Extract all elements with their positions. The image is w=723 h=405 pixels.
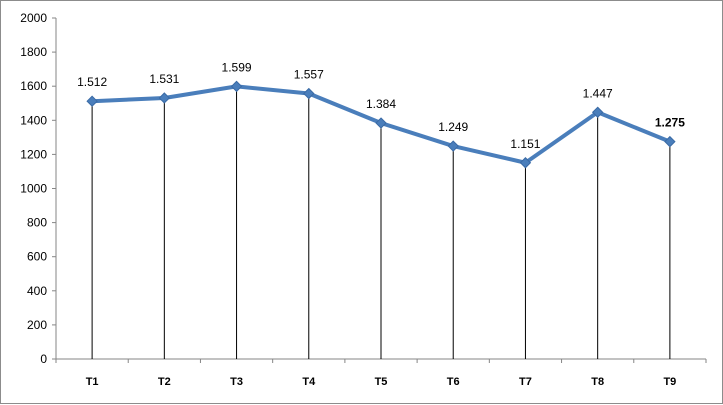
x-tick-label: T7: [519, 376, 532, 388]
axis-layer: 0 200 400 600 800 1000 1200 1400 1600 1800 2000 T1 T…: [20, 11, 707, 388]
y-tick-label: 600: [27, 250, 47, 264]
data-point-marker: [230, 80, 243, 93]
x-tick-label: T9: [663, 376, 676, 388]
y-tick-label: 1600: [20, 79, 47, 93]
data-labels: 1.512 1.531 1.599 1.557 1.384 1.249 1.151 1.447…: [77, 60, 685, 150]
y-tick-label: 1400: [20, 113, 47, 127]
x-tick-label: T6: [447, 376, 460, 388]
data-label: 1.275: [655, 116, 685, 130]
x-tick-label: T8: [591, 376, 604, 388]
data-label: 1.384: [366, 97, 396, 111]
y-tick-label: 1200: [20, 147, 47, 161]
data-point-marker: [303, 87, 315, 100]
data-label: 1.151: [510, 137, 540, 151]
data-point-marker: [375, 117, 387, 129]
data-point-marker: [591, 106, 604, 118]
series-layer: [86, 80, 676, 169]
y-tick-label: 0: [40, 352, 47, 366]
y-tick-label: 1800: [20, 45, 47, 59]
y-tick-label: 400: [27, 284, 47, 298]
x-tick-label: T3: [230, 376, 243, 388]
data-point-marker: [664, 135, 676, 148]
data-label: 1.531: [149, 72, 179, 86]
data-point-marker: [158, 92, 171, 104]
x-tick-label: T4: [302, 376, 316, 388]
data-point-marker: [447, 140, 459, 152]
data-point-marker: [519, 157, 532, 169]
data-label: 1.512: [77, 75, 107, 89]
data-point-marker: [86, 95, 98, 107]
data-label: 1.557: [294, 68, 324, 82]
y-tick-label: 2000: [20, 11, 47, 25]
data-label: 1.599: [222, 60, 252, 74]
x-tick-label: T2: [158, 376, 171, 388]
data-label: 1.249: [438, 120, 468, 134]
y-tick-label: 200: [27, 318, 47, 332]
y-tick-label: 800: [27, 216, 47, 230]
y-tick-label: 1000: [20, 182, 47, 196]
data-label: 1.447: [583, 86, 613, 100]
drop-lines: [91, 86, 671, 359]
x-tick-label: T5: [375, 376, 388, 388]
x-tick-label: T1: [86, 376, 99, 388]
